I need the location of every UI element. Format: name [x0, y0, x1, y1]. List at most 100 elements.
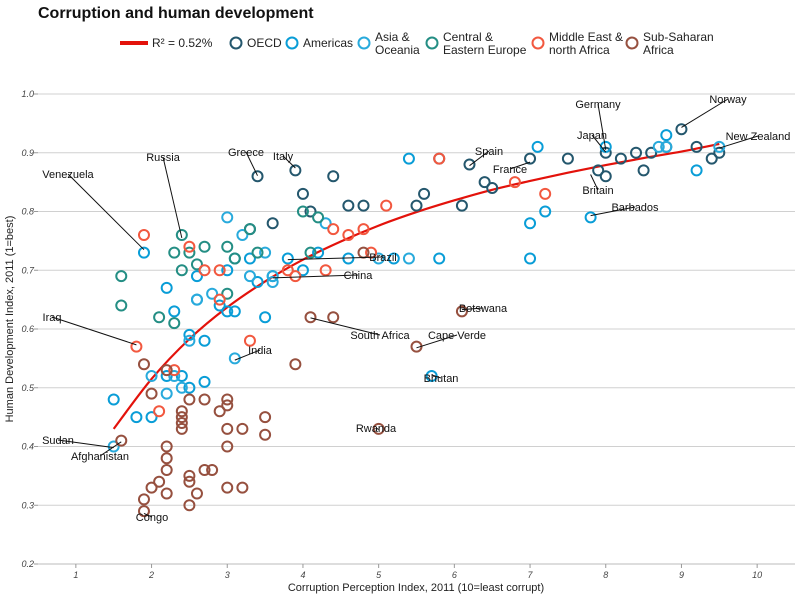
point-middle-east-north-africa [342, 229, 355, 241]
point-middle-east-north-africa [281, 264, 294, 277]
point-americas [539, 205, 552, 218]
annotation-label: Germany [575, 99, 621, 111]
axis-ticks: 0.2 0.3 0.4 0.5 0.6 0.7 0.8 0.9 1.0 1 2 3 4 5 6 7 8 9 10 [21, 89, 762, 580]
point-americas [433, 252, 446, 265]
annotation-label: New Zealand [726, 131, 791, 143]
points-layer [107, 123, 726, 518]
annotation-label: Cape Verde [428, 330, 486, 342]
y-tick-label: 0.3 [21, 500, 34, 510]
legend-label: Middle East & [549, 30, 623, 44]
x-tick-label: 3 [225, 570, 230, 580]
point-sub-saharan-africa [183, 475, 196, 488]
annotation-leader [461, 307, 484, 311]
point-asia-oceania [190, 293, 203, 306]
x-tick-label: 8 [603, 570, 608, 580]
point-oecd [690, 140, 703, 153]
y-tick-label: 0.4 [21, 442, 34, 452]
point-sub-saharan-africa [221, 399, 234, 412]
point-asia-oceania [266, 270, 279, 283]
annotation-label: Rwanda [356, 423, 397, 435]
point-asia-oceania [372, 252, 385, 265]
point-americas [160, 370, 173, 382]
legend-label: Sub-Saharan [643, 30, 714, 44]
point-asia-oceania [175, 381, 188, 394]
point-oecd [327, 170, 340, 183]
point-middle-east-north-africa [289, 270, 302, 283]
x-tick-label: 4 [300, 570, 305, 580]
point-central-eastern-europe [221, 287, 234, 300]
point-americas [137, 246, 150, 259]
point-middle-east-north-africa [319, 264, 332, 277]
annotation-leader [597, 103, 607, 150]
y-tick-label: 0.6 [21, 324, 34, 334]
point-oecd [561, 152, 574, 165]
point-americas [107, 393, 120, 406]
annotation-leader [431, 374, 442, 379]
point-oecd [486, 182, 499, 194]
point-sub-saharan-africa [160, 440, 173, 453]
point-central-eastern-europe [168, 246, 181, 259]
annotation-label: Afghanistan [71, 451, 129, 463]
point-sub-saharan-africa [198, 464, 211, 476]
grid [38, 93, 795, 565]
point-americas [145, 411, 158, 424]
point-sub-saharan-africa [221, 440, 234, 453]
point-sub-saharan-africa [160, 487, 173, 500]
legend-swatch [229, 36, 243, 50]
point-sub-saharan-africa [160, 364, 173, 377]
point-sub-saharan-africa [213, 405, 226, 418]
point-sub-saharan-africa [145, 387, 158, 400]
point-sub-saharan-africa [259, 428, 272, 441]
point-americas [584, 211, 597, 224]
point-americas [160, 281, 173, 294]
point-oecd [463, 158, 476, 171]
point-middle-east-north-africa [213, 264, 226, 277]
point-sub-saharan-africa [198, 393, 211, 406]
annotation-label: Congo [136, 512, 168, 524]
point-americas [524, 217, 537, 230]
point-oecd [296, 187, 309, 200]
legend-swatch [625, 36, 639, 50]
annotation-label: Norway [709, 94, 747, 106]
y-tick-label: 0.2 [21, 559, 34, 569]
point-americas [198, 375, 211, 388]
annotation-leader [681, 98, 729, 128]
point-middle-east-north-africa [168, 364, 181, 377]
legend-label: Eastern Europe [443, 43, 527, 57]
point-sub-saharan-africa [236, 481, 249, 494]
point-sub-saharan-africa [221, 393, 234, 406]
legend-label: Central & [443, 30, 493, 44]
y-tick-label: 0.5 [21, 383, 35, 393]
point-sub-saharan-africa [137, 493, 150, 506]
point-middle-east-north-africa [380, 199, 393, 212]
point-central-eastern-europe [296, 205, 309, 218]
point-asia-oceania [206, 287, 219, 300]
point-central-eastern-europe [243, 223, 256, 236]
point-sub-saharan-africa [160, 464, 173, 476]
annotation-leader [590, 174, 599, 191]
point-sub-saharan-africa [327, 311, 340, 324]
point-oecd [630, 146, 643, 159]
point-americas [213, 299, 226, 312]
point-middle-east-north-africa [539, 187, 552, 200]
y-tick-label: 0.7 [21, 265, 35, 275]
point-oecd [705, 152, 718, 165]
point-americas [221, 305, 234, 318]
annotation-leader [51, 316, 137, 346]
point-sub-saharan-africa [137, 358, 150, 371]
point-americas [524, 252, 537, 265]
point-central-eastern-europe [251, 246, 264, 259]
x-tick-label: 9 [679, 570, 684, 580]
annotation-leader [162, 156, 183, 239]
point-sub-saharan-africa [183, 499, 196, 512]
y-tick-label: 0.9 [21, 148, 34, 158]
annotation-label: Russia [146, 152, 181, 164]
point-central-eastern-europe [198, 240, 211, 253]
annotation-label: Greece [228, 147, 264, 159]
annotation-label: Italy [273, 151, 294, 163]
y-tick-label: 0.8 [21, 207, 34, 217]
x-tick-label: 2 [148, 570, 154, 580]
annotation-leader [282, 155, 296, 169]
point-central-eastern-europe [175, 264, 188, 277]
